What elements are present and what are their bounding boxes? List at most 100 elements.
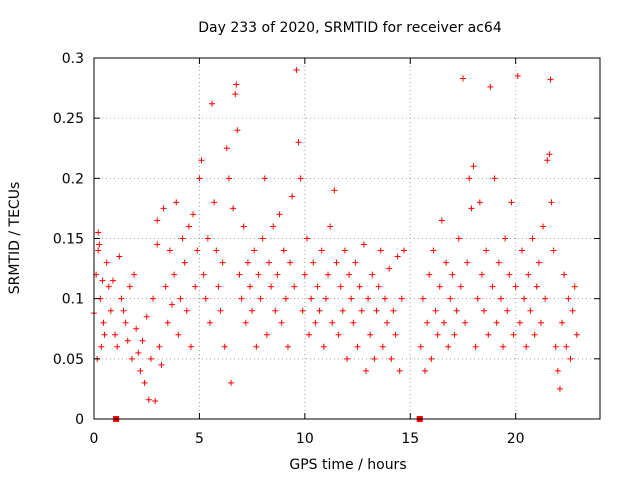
data-point bbox=[527, 307, 534, 314]
y-tick-label: 0.05 bbox=[53, 352, 84, 368]
data-point bbox=[228, 379, 235, 386]
data-point bbox=[263, 331, 270, 338]
data-point bbox=[217, 307, 224, 314]
data-point bbox=[154, 241, 161, 248]
data-point bbox=[152, 397, 159, 404]
data-point bbox=[430, 247, 437, 254]
data-point bbox=[474, 295, 481, 302]
data-point bbox=[112, 331, 119, 338]
data-point bbox=[559, 319, 566, 326]
data-point bbox=[565, 295, 572, 302]
x-tick-label: 10 bbox=[296, 431, 314, 447]
data-point bbox=[335, 331, 342, 338]
data-point bbox=[356, 283, 363, 290]
data-point bbox=[303, 235, 310, 242]
data-point bbox=[118, 295, 125, 302]
data-point bbox=[381, 295, 388, 302]
data-point bbox=[211, 199, 218, 206]
data-point bbox=[181, 259, 188, 266]
data-point bbox=[476, 199, 483, 206]
data-point bbox=[432, 307, 439, 314]
data-point bbox=[508, 199, 515, 206]
data-point bbox=[333, 259, 340, 266]
data-point bbox=[185, 223, 192, 230]
data-point bbox=[295, 139, 302, 146]
data-point bbox=[512, 283, 519, 290]
data-point bbox=[540, 223, 547, 230]
data-point bbox=[284, 343, 291, 350]
data-point bbox=[166, 247, 173, 254]
data-point bbox=[124, 337, 131, 344]
data-point bbox=[563, 343, 570, 350]
data-point bbox=[135, 349, 142, 356]
data-point bbox=[377, 247, 384, 254]
data-point bbox=[531, 331, 538, 338]
data-point bbox=[542, 295, 549, 302]
data-point bbox=[373, 307, 380, 314]
data-point bbox=[187, 343, 194, 350]
data-point bbox=[341, 247, 348, 254]
data-point bbox=[120, 307, 127, 314]
data-point bbox=[331, 187, 338, 194]
data-point bbox=[556, 385, 563, 392]
data-point bbox=[306, 331, 313, 338]
data-point bbox=[481, 307, 488, 314]
data-point bbox=[438, 217, 445, 224]
data-point bbox=[470, 163, 477, 170]
data-point bbox=[160, 205, 167, 212]
data-point bbox=[249, 307, 256, 314]
data-point bbox=[128, 355, 135, 362]
data-point bbox=[223, 145, 230, 152]
data-point bbox=[483, 247, 490, 254]
data-point bbox=[202, 295, 209, 302]
data-point bbox=[491, 175, 498, 182]
data-point bbox=[350, 319, 357, 326]
data-point bbox=[455, 235, 462, 242]
data-point bbox=[278, 319, 285, 326]
data-point bbox=[257, 295, 264, 302]
data-point bbox=[510, 331, 517, 338]
data-point bbox=[535, 259, 542, 266]
data-point bbox=[567, 355, 574, 362]
data-point bbox=[158, 361, 165, 368]
data-point bbox=[550, 247, 557, 254]
x-axis-label: GPS time / hours bbox=[289, 457, 406, 473]
data-point bbox=[348, 295, 355, 302]
y-tick-label: 0.2 bbox=[62, 171, 84, 187]
data-point bbox=[209, 100, 216, 107]
data-point bbox=[213, 247, 220, 254]
data-point bbox=[175, 331, 182, 338]
data-point bbox=[114, 343, 121, 350]
data-point bbox=[466, 175, 473, 182]
data-point bbox=[270, 223, 277, 230]
grid-lines bbox=[94, 58, 600, 419]
y-tick-label: 0.1 bbox=[62, 292, 84, 308]
data-point bbox=[472, 343, 479, 350]
data-point bbox=[502, 235, 509, 242]
data-point bbox=[417, 343, 424, 350]
data-point bbox=[464, 259, 471, 266]
data-point bbox=[200, 271, 207, 278]
data-point bbox=[221, 343, 228, 350]
data-point bbox=[190, 211, 197, 218]
data-point bbox=[206, 319, 213, 326]
x-tick-label: 15 bbox=[401, 431, 419, 447]
data-point bbox=[103, 259, 110, 266]
data-point bbox=[546, 151, 553, 158]
data-point bbox=[265, 259, 272, 266]
data-point bbox=[291, 283, 298, 290]
data-point bbox=[162, 283, 169, 290]
data-point bbox=[390, 307, 397, 314]
data-point bbox=[293, 67, 300, 74]
data-point bbox=[354, 343, 361, 350]
data-point bbox=[318, 247, 325, 254]
data-point bbox=[133, 325, 140, 332]
data-point bbox=[419, 295, 426, 302]
data-point bbox=[204, 235, 211, 242]
data-point bbox=[518, 247, 525, 254]
data-point bbox=[398, 295, 405, 302]
data-point bbox=[308, 295, 315, 302]
data-point bbox=[310, 259, 317, 266]
data-point bbox=[287, 259, 294, 266]
data-point bbox=[375, 283, 382, 290]
